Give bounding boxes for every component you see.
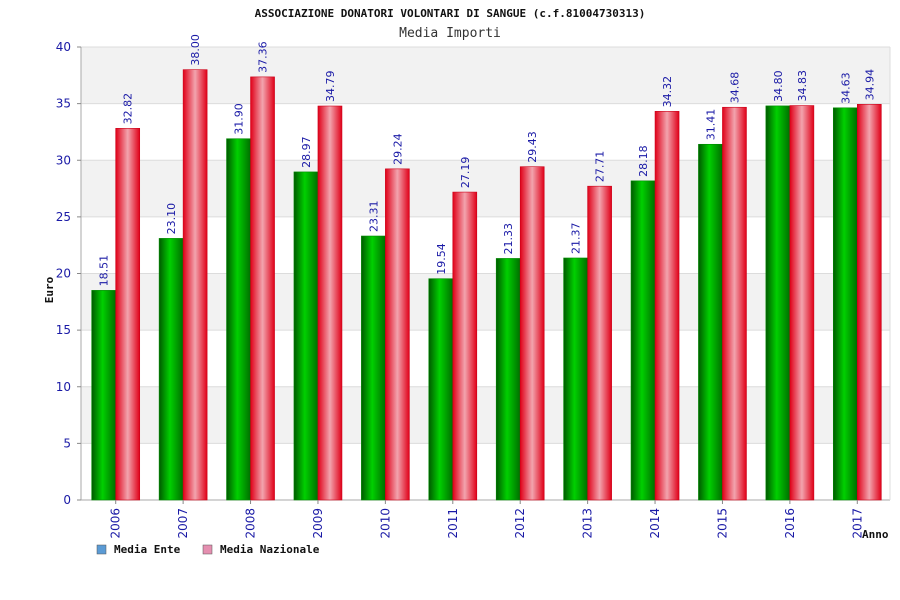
- data-label: 34.32: [661, 76, 674, 108]
- y-tick-label: 25: [56, 210, 71, 224]
- y-axis-ticks: 0 5 10 15 20 25 30 35 40: [56, 40, 81, 507]
- data-label: 34.63: [839, 72, 852, 104]
- bar-media-nazionale-2015: [722, 106, 747, 501]
- bar-media-nazionale-2008: [250, 76, 275, 501]
- bar-media-nazionale-2011: [452, 191, 478, 501]
- plot-band: [81, 103, 890, 161]
- bar-media-ente-2014: [630, 180, 656, 501]
- x-axis-ticks: 2006 2007 2008 2009 2010 2011 2012 2013 2014 2015…: [109, 500, 864, 539]
- gridlines: [80, 46, 891, 501]
- bars: [91, 69, 882, 501]
- bar-media-ente-2008: [226, 138, 251, 501]
- data-label: 37.36: [257, 41, 270, 73]
- legend-label-media-nazionale: Media Nazionale: [220, 543, 320, 556]
- chart-title: ASSOCIAZIONE DONATORI VOLONTARI DI SANGU…: [255, 7, 646, 20]
- bar-media-ente-2012: [495, 258, 521, 501]
- bar-media-ente-2015: [698, 143, 723, 501]
- bar-media-ente-2016: [765, 105, 791, 501]
- data-label: 23.10: [165, 203, 178, 235]
- x-tick-label: 2006: [109, 508, 123, 539]
- bar-media-ente-2009: [293, 171, 319, 501]
- y-tick-label: 10: [56, 380, 71, 394]
- data-label: 34.94: [863, 69, 876, 101]
- data-label: 23.31: [367, 201, 380, 233]
- data-label: 38.00: [189, 34, 202, 66]
- y-axis-label: Euro: [43, 276, 56, 303]
- data-label: 32.82: [122, 93, 135, 125]
- data-label: 34.79: [324, 71, 337, 103]
- x-tick-label: 2011: [446, 508, 460, 539]
- x-tick-label: 2015: [715, 508, 729, 539]
- x-tick-label: 2012: [513, 508, 527, 539]
- y-tick-label: 0: [63, 493, 71, 507]
- y-tick-label: 40: [56, 40, 71, 54]
- data-label: 34.83: [796, 70, 809, 102]
- x-tick-label: 2016: [783, 508, 797, 539]
- data-label: 31.41: [704, 109, 717, 141]
- bar-media-ente-2011: [428, 278, 454, 501]
- data-label: 29.24: [391, 133, 404, 165]
- x-tick-label: 2013: [581, 508, 595, 539]
- x-axis-label: Anno: [862, 528, 889, 541]
- plot-band: [81, 47, 890, 104]
- y-tick-label: 15: [56, 323, 71, 337]
- x-tick-label: 2008: [244, 508, 258, 539]
- value-labels: 18.51 32.82 23.10 38.00 31.90 37.36 28.97 34.79…: [98, 34, 877, 286]
- x-tick-label: 2007: [176, 508, 190, 539]
- bar-media-nazionale-2009: [317, 105, 343, 501]
- x-tick-label: 2010: [378, 508, 392, 539]
- plot-band: [81, 443, 890, 500]
- data-label: 27.71: [594, 151, 607, 183]
- plot-band: [81, 273, 890, 331]
- y-tick-label: 5: [63, 436, 71, 450]
- bar-media-ente-2013: [563, 257, 588, 501]
- chart-subtitle: Media Importi: [399, 26, 501, 41]
- data-label: 34.68: [728, 72, 741, 104]
- data-label: 18.51: [98, 255, 111, 287]
- y-tick-label: 20: [56, 267, 71, 281]
- data-label: 19.54: [435, 243, 448, 275]
- bar-media-ente-2017: [832, 107, 858, 501]
- bar-media-nazionale-2007: [182, 69, 208, 501]
- data-label: 28.97: [300, 136, 313, 168]
- bar-media-nazionale-2010: [385, 168, 410, 501]
- plot-band: [81, 330, 890, 387]
- legend-swatch-media-ente: [96, 544, 107, 555]
- bar-media-ente-2007: [158, 238, 184, 501]
- bar-media-nazionale-2016: [789, 105, 815, 501]
- bar-media-nazionale-2013: [587, 185, 612, 501]
- data-label: 29.43: [526, 131, 539, 163]
- data-label: 31.90: [233, 103, 246, 135]
- data-label: 28.18: [637, 145, 650, 177]
- legend-swatch-media-nazionale: [202, 544, 213, 555]
- plot-band: [81, 216, 890, 274]
- bar-media-nazionale-2012: [519, 166, 545, 501]
- data-label: 21.37: [570, 222, 583, 254]
- plot-area: [81, 47, 890, 500]
- bar-media-ente-2010: [361, 235, 386, 501]
- legend: Media Ente Media Nazionale: [96, 543, 320, 556]
- legend-label-media-ente: Media Ente: [114, 543, 181, 556]
- bar-media-ente-2006: [91, 290, 117, 501]
- x-tick-label: 2014: [648, 508, 662, 539]
- x-tick-label: 2017: [850, 508, 864, 539]
- bar-media-nazionale-2006: [115, 128, 141, 501]
- data-label: 27.19: [459, 157, 472, 189]
- data-label: 21.33: [502, 223, 515, 255]
- bar-media-nazionale-2017: [856, 104, 882, 501]
- x-tick-label: 2009: [311, 508, 325, 539]
- y-tick-label: 35: [56, 97, 71, 111]
- y-tick-label: 30: [56, 153, 71, 167]
- plot-band: [81, 386, 890, 444]
- data-label: 34.80: [772, 70, 785, 102]
- plot-band: [81, 160, 890, 217]
- bar-media-nazionale-2014: [654, 111, 680, 501]
